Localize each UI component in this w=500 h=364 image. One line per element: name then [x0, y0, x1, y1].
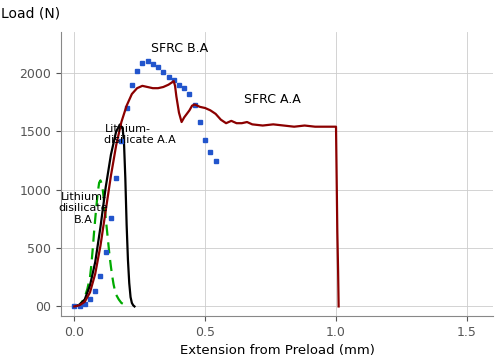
Text: Load (N): Load (N): [0, 7, 60, 21]
Text: SFRC A.A: SFRC A.A: [244, 93, 301, 106]
X-axis label: Extension from Preload (mm): Extension from Preload (mm): [180, 344, 374, 357]
Text: Lithium-
disilicate A.A: Lithium- disilicate A.A: [104, 124, 176, 145]
Text: Lithium-
disilicate
B.A: Lithium- disilicate B.A: [58, 191, 108, 225]
Text: SFRC B.A: SFRC B.A: [152, 43, 208, 55]
